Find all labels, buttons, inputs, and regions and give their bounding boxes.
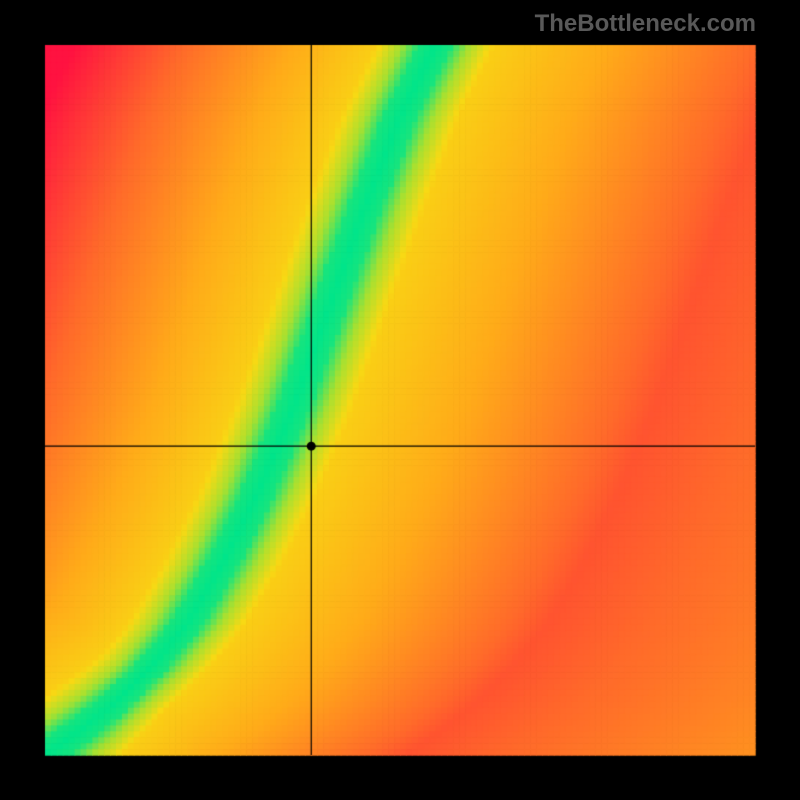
chart-container: TheBottleneck.com (0, 0, 800, 800)
watermark-text: TheBottleneck.com (535, 10, 756, 38)
bottleneck-heatmap (0, 0, 800, 800)
